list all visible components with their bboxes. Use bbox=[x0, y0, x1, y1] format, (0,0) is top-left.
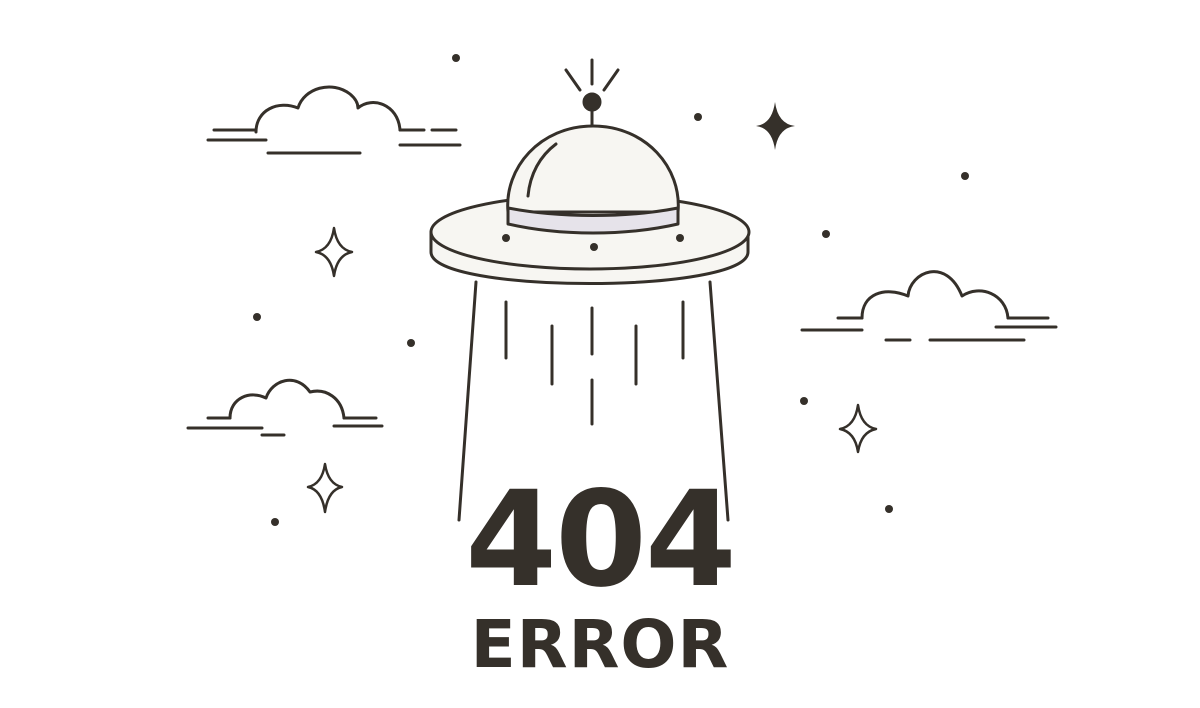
star-dot-icon bbox=[253, 54, 969, 526]
sparkle-icon bbox=[756, 102, 795, 150]
error-label: ERROR bbox=[470, 606, 730, 683]
sparkle-icon bbox=[838, 403, 878, 454]
cloud-icon bbox=[800, 270, 1058, 342]
sparkle-icon bbox=[306, 462, 344, 514]
ufo-icon bbox=[429, 58, 751, 285]
cloud-icon bbox=[206, 85, 462, 155]
light-beam-icon bbox=[457, 280, 730, 522]
cloud-icon bbox=[186, 378, 384, 437]
error-code: 404 bbox=[465, 463, 737, 617]
sparkle-icon bbox=[314, 226, 354, 278]
